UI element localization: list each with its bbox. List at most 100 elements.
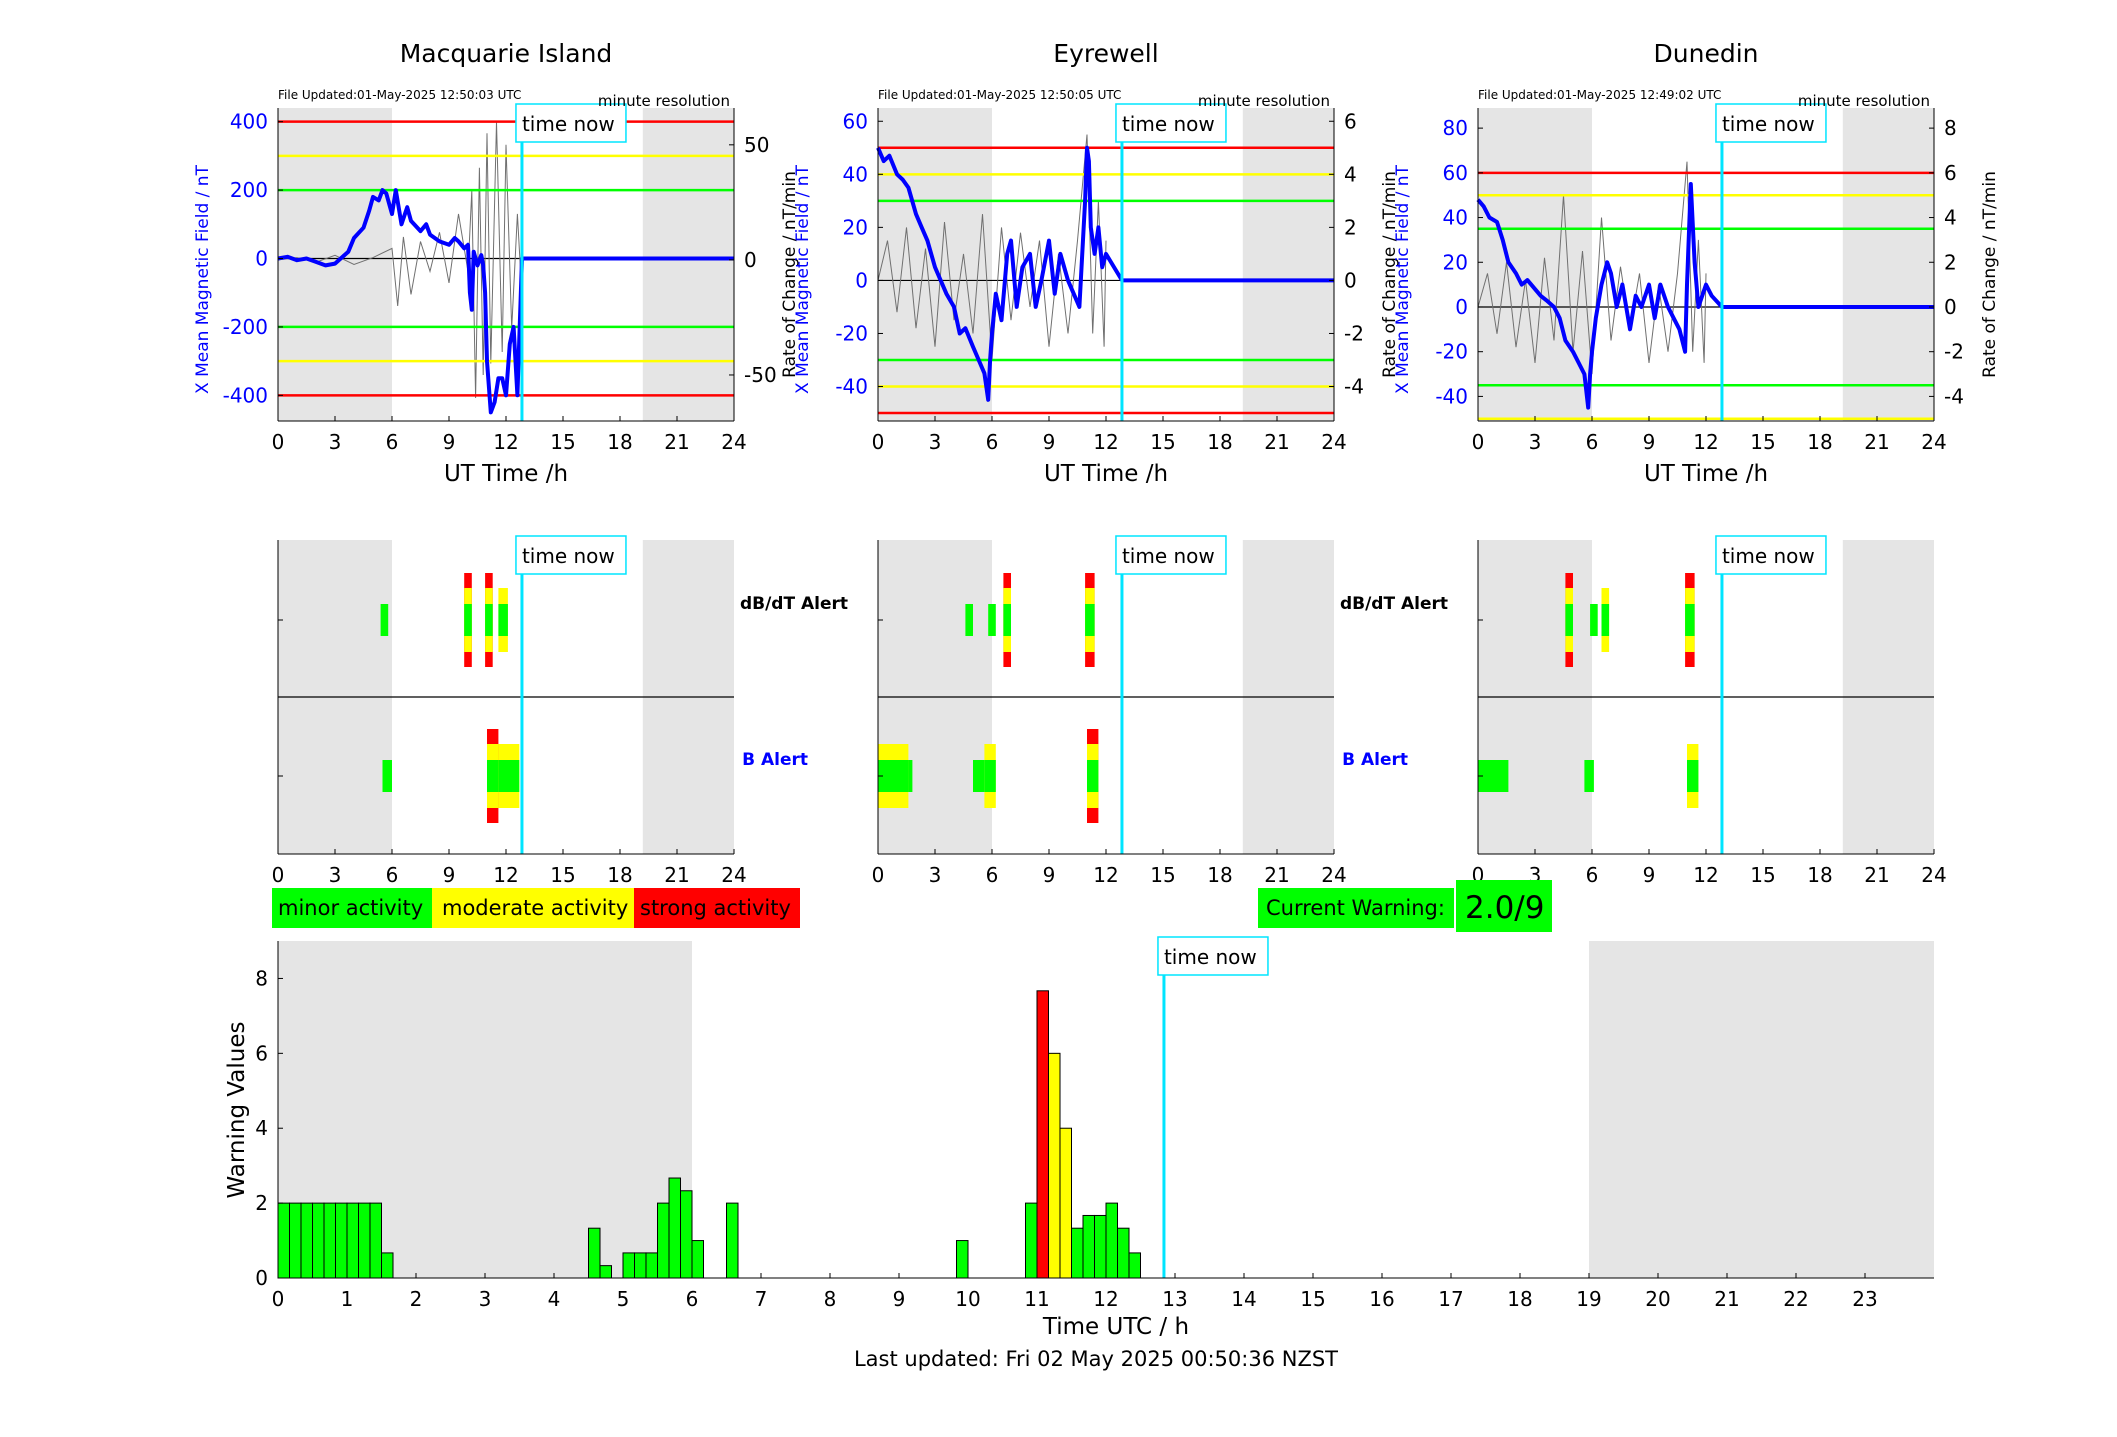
eyrewell-alert-x-tick-label: 0 bbox=[872, 863, 885, 887]
eyrewell-y2-tick-label: 2 bbox=[1344, 215, 1357, 239]
warning-bar-17 bbox=[679, 1190, 693, 1279]
warning-x-tick-label: 21 bbox=[1714, 1287, 1739, 1311]
macquarie-x-tick-label: 0 bbox=[272, 430, 285, 454]
eyrewell-y2-tick-label: -4 bbox=[1344, 375, 1364, 399]
warning-x-tick-label: 22 bbox=[1783, 1287, 1808, 1311]
eyrewell-night-shade-1 bbox=[1242, 108, 1334, 421]
dunedin-night-shade-0 bbox=[1478, 108, 1592, 421]
dunedin-x-tick-label: 3 bbox=[1529, 430, 1542, 454]
warning-bar-7 bbox=[358, 1202, 371, 1279]
warning-x-tick-label: 2 bbox=[410, 1287, 423, 1311]
dunedin-alert-x-tick-label: 9 bbox=[1643, 863, 1656, 887]
warning-bar-14 bbox=[645, 1252, 658, 1279]
macquarie-file-updated: File Updated:01-May-2025 12:50:03 UTC bbox=[278, 88, 521, 102]
current-warning: Current Warning: 2.0/9 bbox=[1258, 880, 1552, 932]
eyrewell-b-alert-bar-0-green bbox=[878, 760, 909, 792]
eyrewell-b-alert-bar-1-green bbox=[908, 760, 913, 792]
warning-x-tick-label: 14 bbox=[1231, 1287, 1256, 1311]
macquarie-y-tick-label: 0 bbox=[255, 247, 268, 271]
dunedin-x-tick-label: 15 bbox=[1750, 430, 1775, 454]
warning-y-tick-label: 0 bbox=[255, 1266, 268, 1290]
eyrewell-x-tick-label: 3 bbox=[929, 430, 942, 454]
macquarie-b-alert-bar-2-green bbox=[498, 760, 520, 792]
dunedin-x-axis-label: UT Time /h bbox=[1644, 461, 1768, 487]
macquarie-b-alert-bar-1-green bbox=[487, 760, 499, 792]
warning-x-tick-label: 19 bbox=[1576, 1287, 1601, 1311]
eyrewell-dbdt-alert-bar-0-green bbox=[965, 604, 973, 636]
dunedin-station-title: Dunedin bbox=[1654, 39, 1759, 68]
eyrewell-dbdt-alert-bar-1-green bbox=[988, 604, 996, 636]
dunedin-y2-tick-label: 0 bbox=[1944, 295, 1957, 319]
dunedin-y-tick-label: 20 bbox=[1443, 250, 1468, 274]
dunedin-y-tick-label: -20 bbox=[1435, 340, 1468, 364]
legend-moderate-swatch bbox=[432, 888, 634, 928]
macquarie-night-shade-1 bbox=[642, 108, 734, 421]
eyrewell-dbdt-alert-bar-3-green bbox=[1085, 604, 1095, 636]
eyrewell-x-tick-label: 6 bbox=[986, 430, 999, 454]
dunedin-y2-tick-label: -4 bbox=[1944, 384, 1964, 408]
eyrewell-y-tick-label: 0 bbox=[855, 268, 868, 292]
eyrewell-x-axis-label: UT Time /h bbox=[1044, 461, 1168, 487]
warning-bar-20 bbox=[955, 1240, 969, 1279]
macquarie-alert-time-now-box bbox=[515, 535, 627, 575]
eyrewell-alert-time-now-label: time now bbox=[1122, 544, 1215, 568]
warning-x-tick-label: 5 bbox=[617, 1287, 630, 1311]
warning-bar-25 bbox=[1071, 1227, 1084, 1279]
dunedin-x-tick-label: 6 bbox=[1586, 430, 1599, 454]
dunedin-b-alert-bar-2-green bbox=[1687, 760, 1699, 792]
macquarie-x-tick-label: 15 bbox=[550, 430, 575, 454]
warning-x-tick-label: 18 bbox=[1507, 1287, 1532, 1311]
legend-strong-swatch bbox=[634, 888, 800, 928]
eyrewell-y2-tick-label: 4 bbox=[1344, 162, 1357, 186]
dunedin-y2-tick-label: 4 bbox=[1944, 206, 1957, 230]
macquarie-x-tick-label: 21 bbox=[664, 430, 689, 454]
macquarie-dbdt-alert-bar-2-green bbox=[485, 604, 493, 636]
dunedin-x-tick-label: 21 bbox=[1864, 430, 1889, 454]
eyrewell-rate-of-change-line bbox=[877, 134, 1107, 361]
dunedin-y-tick-label: 0 bbox=[1455, 295, 1468, 319]
dunedin-dbdt-alert-bar-1-green bbox=[1590, 604, 1598, 636]
eyrewell-alert-x-tick-label: 6 bbox=[986, 863, 999, 887]
warning-bar-16 bbox=[668, 1177, 682, 1279]
warning-bar-1 bbox=[289, 1202, 302, 1279]
warning-y-tick-label: 8 bbox=[255, 966, 268, 990]
dunedin-x-tick-label: 18 bbox=[1807, 430, 1832, 454]
eyrewell-station-title: Eyrewell bbox=[1053, 39, 1158, 68]
warning-bar-5 bbox=[334, 1202, 348, 1279]
warning-y-axis-label: Warning Values bbox=[224, 1021, 250, 1198]
warning-bar-30 bbox=[1128, 1252, 1141, 1279]
dunedin-x-tick-label: 9 bbox=[1643, 430, 1656, 454]
dunedin-x-tick-label: 24 bbox=[1921, 430, 1946, 454]
legend-minor-swatch bbox=[272, 888, 432, 928]
warning-x-tick-label: 7 bbox=[755, 1287, 768, 1311]
macquarie-y-tick-label: 200 bbox=[230, 178, 268, 202]
warning-x-tick-label: 6 bbox=[686, 1287, 699, 1311]
legend-moderate-label: moderate activity bbox=[442, 896, 628, 920]
warning-x-tick-label: 8 bbox=[824, 1287, 837, 1311]
eyrewell-y-tick-label: -40 bbox=[835, 375, 868, 399]
macquarie-alert-x-tick-label: 12 bbox=[493, 863, 518, 887]
macquarie-y2-axis-label: Rate of Change / nT/min bbox=[780, 171, 800, 378]
eyrewell-minute-resolution: minute resolution bbox=[1198, 92, 1330, 110]
current-warning-value: 2.0/9 bbox=[1465, 890, 1544, 926]
macquarie-alert-time-now-label: time now bbox=[522, 544, 615, 568]
macquarie-alert-x-tick-label: 6 bbox=[386, 863, 399, 887]
warning-time-now-box bbox=[1157, 936, 1269, 976]
eyrewell-b-alert-bar-3-green bbox=[984, 760, 996, 792]
dunedin-y-tick-label: 60 bbox=[1443, 161, 1468, 185]
legend-minor-label: minor activity bbox=[278, 896, 423, 920]
warning-bar-9 bbox=[381, 1252, 394, 1279]
dunedin-x-tick-label: 0 bbox=[1472, 430, 1485, 454]
dunedin-alert-x-tick-label: 15 bbox=[1750, 863, 1775, 887]
warning-bar-28 bbox=[1105, 1202, 1119, 1279]
eyrewell-alert-panel: time now 0 3 6 9 12 15 18 21 24 dB/dT Alert B Alert bbox=[872, 535, 1448, 887]
eyrewell-field-line bbox=[876, 145, 1334, 402]
eyrewell-time-now-box bbox=[1115, 103, 1227, 143]
warning-x-tick-label: 13 bbox=[1162, 1287, 1187, 1311]
eyrewell-y2-tick-label: -2 bbox=[1344, 321, 1364, 345]
eyrewell-alert-x-tick-label: 15 bbox=[1150, 863, 1175, 887]
dunedin-y-axis-label: X Mean Magnetic Field / nT bbox=[1393, 164, 1413, 394]
warning-bar-15 bbox=[657, 1202, 670, 1279]
current-warning-value-box bbox=[1456, 880, 1552, 932]
warning-bar-21 bbox=[1024, 1202, 1038, 1279]
